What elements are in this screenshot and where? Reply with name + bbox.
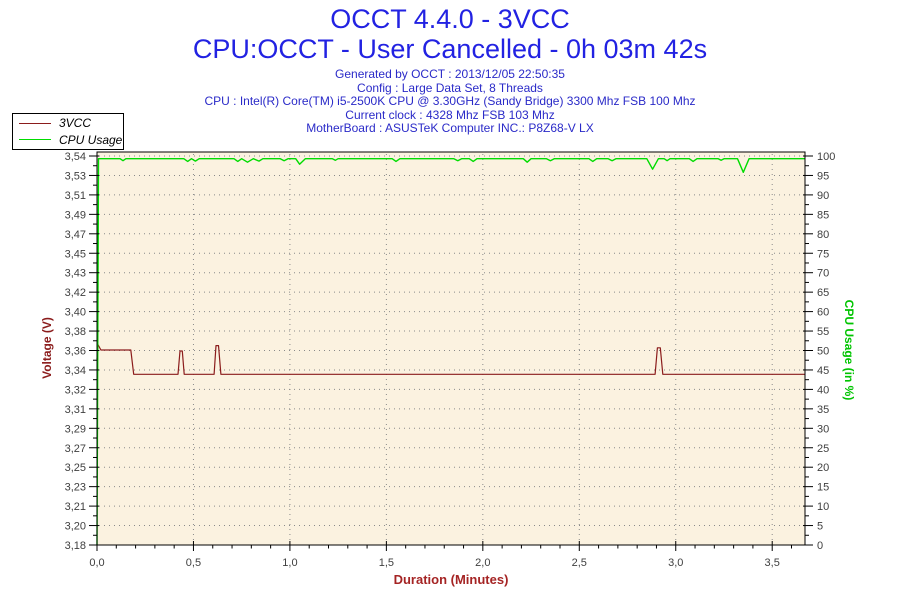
legend-line-swatch-cpu-usage [19,139,51,141]
y-left-tick-label: 3,53 [65,170,86,182]
y-right-tick-label: 15 [817,482,829,494]
y-left-tick-label: 3,27 [65,443,86,455]
y-right-tick-label: 100 [817,151,835,163]
series-line-cpu-usage [96,157,805,546]
x-tick-label: 0,0 [89,557,104,569]
y-right-tick-label: 80 [817,229,829,241]
legend-label-cpu-usage: CPU Usage [59,132,123,147]
y-left-tick-label: 3,21 [65,501,86,513]
y-right-tick-label: 25 [817,443,829,455]
y-right-tick-label: 90 [817,190,829,202]
y-left-tick-label: 3,34 [65,365,86,377]
y-right-tick-label: 50 [817,346,829,358]
y-left-tick-label: 3,43 [65,268,86,280]
legend-label-3vcc: 3VCC [59,116,92,131]
y-left-tick-label: 3,36 [65,346,86,358]
y-left-tick-label: 3,40 [65,307,86,319]
y-left-tick-label: 3,45 [65,248,86,260]
y-right-tick-label: 35 [817,404,829,416]
y-left-tick-label: 3,51 [65,190,86,202]
info-line-motherboard: MotherBoard : ASUSTeK Computer INC.: P8Z… [306,121,594,135]
info-line-generated: Generated by OCCT : 2013/12/05 22:50:35 [335,67,565,81]
page-title: OCCT 4.4.0 - 3VCC [330,4,570,34]
y-right-tick-label: 55 [817,326,829,338]
x-tick-label: 2,5 [572,557,587,569]
y-left-tick-label: 3,54 [65,151,86,163]
y-right-tick-label: 30 [817,423,829,435]
y-right-tick-label: 85 [817,209,829,221]
y-right-tick-label: 0 [817,540,823,552]
y-left-tick-label: 3,20 [65,521,86,533]
y-right-tick-label: 95 [817,170,829,182]
y-axis-label-cpu-usage: CPU Usage (in %) [842,299,856,401]
y-right-tick-label: 5 [817,521,823,533]
y-left-tick-label: 3,38 [65,326,86,338]
x-tick-label: 1,5 [379,557,394,569]
y-left-tick-label: 3,29 [65,423,86,435]
x-axis-label-duration: Duration (Minutes) [393,572,509,587]
info-line-clock: Current clock : 4328 Mhz FSB 103 Mhz [345,107,555,122]
y-left-tick-label: 3,18 [65,540,86,552]
x-tick-label: 2,0 [475,557,490,569]
y-axis-label-voltage: Voltage (V) [40,317,54,379]
y-right-tick-label: 20 [817,462,829,474]
plot-background [97,152,805,545]
y-right-tick-label: 70 [817,268,829,280]
legend-item-3vcc: 3VCC [13,116,123,130]
y-right-tick-label: 60 [817,307,829,319]
y-left-tick-label: 3,47 [65,229,86,241]
x-tick-label: 3,5 [765,557,780,569]
y-left-tick-label: 3,42 [65,287,86,299]
system-info-block: Generated by OCCT : 2013/12/05 22:50:35 … [0,67,900,136]
x-tick-label: 1,0 [282,557,297,569]
y-right-tick-label: 45 [817,365,829,377]
info-line-config: Config : Large Data Set, 8 Threads [357,80,543,95]
legend: 3VCC CPU Usage [12,113,124,150]
plot-border [96,151,806,546]
y-right-tick-label: 75 [817,248,829,260]
legend-item-cpu-usage: CPU Usage [13,133,123,147]
legend-line-swatch-3vcc [19,122,51,124]
page-subtitle: CPU:OCCT - User Cancelled - 0h 03m 42s [192,34,708,64]
y-left-tick-label: 3,31 [65,404,86,416]
info-line-cpu: CPU : Intel(R) Core(TM) i5-2500K CPU @ 3… [204,94,696,108]
y-left-tick-label: 3,23 [65,482,86,494]
x-tick-label: 0,5 [186,557,201,569]
y-left-tick-label: 3,32 [65,384,86,396]
y-left-tick-label: 3,25 [65,462,86,474]
series-line-3vcc [96,344,805,375]
y-right-tick-label: 10 [817,501,829,513]
y-right-tick-label: 40 [817,384,829,396]
y-right-tick-label: 65 [817,287,829,299]
y-left-tick-label: 3,49 [65,209,86,221]
x-tick-label: 3,0 [668,557,683,569]
